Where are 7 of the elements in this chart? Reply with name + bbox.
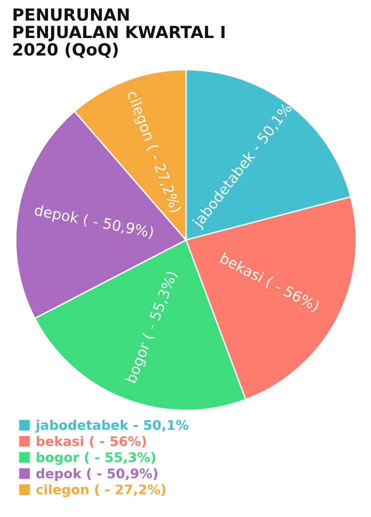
legend-label: bekasi ( - 56%) [36, 436, 146, 448]
legend-label: bogor ( - 55,3%) [36, 452, 156, 465]
legend-label: depok ( - 50,9%) [36, 468, 158, 481]
chart-title: PENURUNAN PENJUALAN KWARTAL I 2020 (QoQ) [13, 8, 225, 58]
legend-label: jabodetabek - 50,1% [35, 420, 188, 433]
legend-label: cilegon ( - 27,2%) [36, 484, 166, 498]
slice-label: depok ( - 50,9%) [34, 204, 154, 241]
